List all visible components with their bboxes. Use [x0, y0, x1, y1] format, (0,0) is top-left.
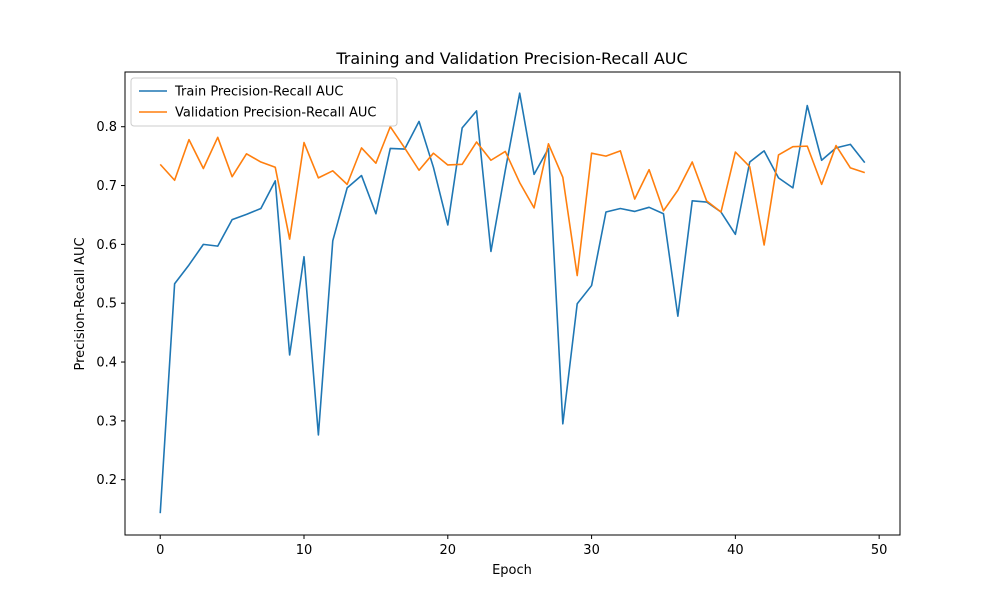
y-axis-label: Precision-Recall AUC	[73, 237, 88, 370]
x-tick-label: 20	[440, 543, 457, 558]
legend-label-train: Train Precision-Recall AUC	[174, 85, 343, 100]
x-tick-label: 40	[727, 543, 744, 558]
x-tick-label: 50	[871, 543, 888, 558]
y-tick-label: 0.8	[96, 120, 117, 135]
y-tick-label: 0.7	[96, 179, 117, 194]
y-tick-label: 0.6	[96, 238, 117, 253]
legend-label-validation: Validation Precision-Recall AUC	[175, 106, 376, 121]
y-tick-label: 0.5	[96, 297, 117, 312]
legend-box	[130, 77, 398, 127]
x-tick-label: 10	[296, 543, 313, 558]
x-tick-label: 30	[583, 543, 600, 558]
series-line-validation	[159, 125, 866, 277]
y-tick-label: 0.4	[96, 356, 117, 371]
y-tick-label: 0.3	[96, 414, 117, 429]
x-tick-label: 0	[156, 543, 164, 558]
chart-title: Training and Validation Precision-Recall…	[335, 49, 687, 68]
series-line-train	[159, 92, 866, 514]
x-axis-label: Epoch	[492, 563, 532, 578]
y-tick-label: 0.2	[96, 473, 117, 488]
